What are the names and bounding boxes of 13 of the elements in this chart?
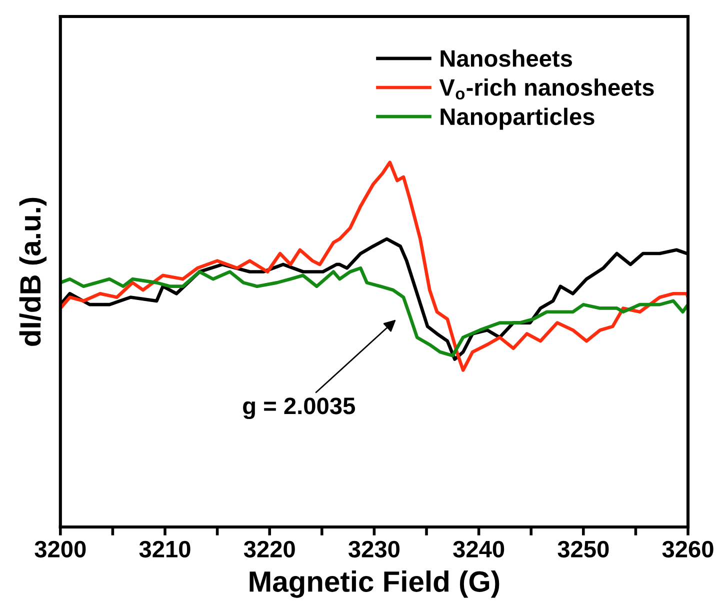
x-tick-label: 3230 <box>348 540 400 558</box>
annotation: g = 2.0035 <box>243 398 356 420</box>
x-tick-label: 3240 <box>453 540 504 558</box>
x-tick-label: 3220 <box>244 540 295 558</box>
x-tick-label: 3200 <box>34 540 86 558</box>
legend-label: Nanosheets <box>440 50 572 67</box>
y-axis-title: dI/dB (a.u.) <box>19 198 47 346</box>
x-axis-title: Magnetic Field (G) <box>250 570 500 598</box>
x-tick-label: 3210 <box>139 540 190 558</box>
x-tick-label: 3260 <box>662 540 714 558</box>
legend-label: Nanoparticles <box>440 108 594 130</box>
legend-label: V$_{o}$-rich nanosheets <box>439 78 654 100</box>
x-tick-label: 3250 <box>558 540 609 558</box>
